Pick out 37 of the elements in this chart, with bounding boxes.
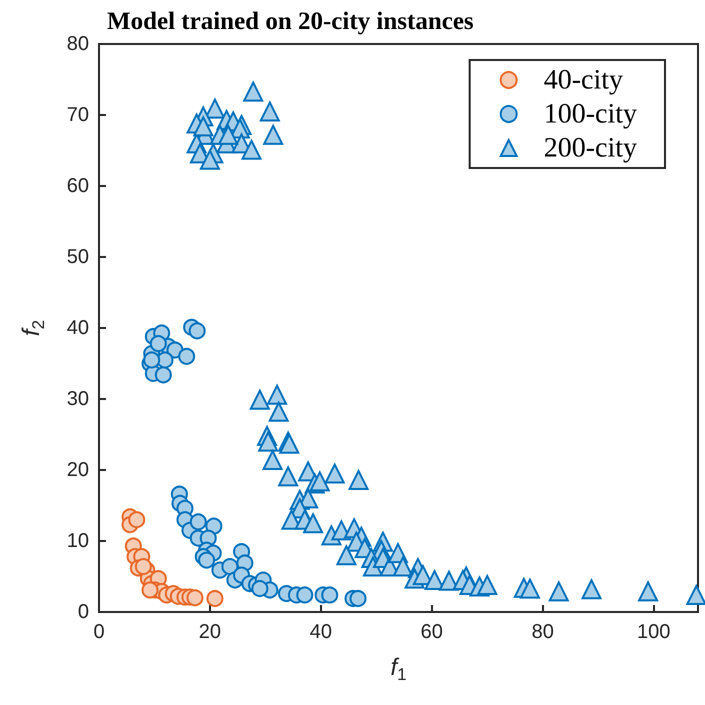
x-tick-label: 60 (420, 621, 443, 643)
point (150, 335, 167, 352)
y-tick-label: 50 (66, 246, 89, 268)
point (142, 581, 159, 598)
x-tick-label: 40 (310, 621, 332, 643)
point (188, 322, 206, 340)
x-tick-label: 0 (93, 621, 105, 643)
legend-label: 40-city (544, 64, 623, 96)
point (206, 590, 224, 608)
x-tick-label: 80 (532, 621, 554, 643)
point (128, 511, 146, 528)
x-tick-label: 100 (636, 621, 670, 643)
y-tick-label: 40 (66, 317, 89, 339)
y-axis-title: f2 (18, 320, 48, 336)
point (198, 552, 216, 569)
point (190, 513, 207, 530)
point (178, 348, 196, 365)
legend-label: 200-city (544, 132, 637, 164)
point (143, 351, 160, 368)
y-tick-label: 80 (66, 33, 89, 55)
y-tick-label: 30 (66, 388, 89, 410)
point (251, 580, 268, 598)
y-tick-label: 10 (66, 530, 89, 552)
point (156, 351, 174, 368)
y-tick-label: 70 (66, 104, 89, 126)
y-tick-label: 60 (66, 175, 89, 197)
chart-title: Model trained on 20-city instances (107, 8, 474, 35)
point (154, 366, 172, 384)
point (186, 589, 204, 606)
y-tick-label: 0 (78, 601, 89, 623)
point (296, 586, 314, 604)
legend-label: 100-city (544, 98, 637, 130)
y-tick-label: 20 (66, 459, 89, 481)
x-tick-label: 20 (198, 621, 222, 643)
point (321, 586, 338, 604)
point (350, 590, 367, 608)
point (134, 558, 152, 576)
